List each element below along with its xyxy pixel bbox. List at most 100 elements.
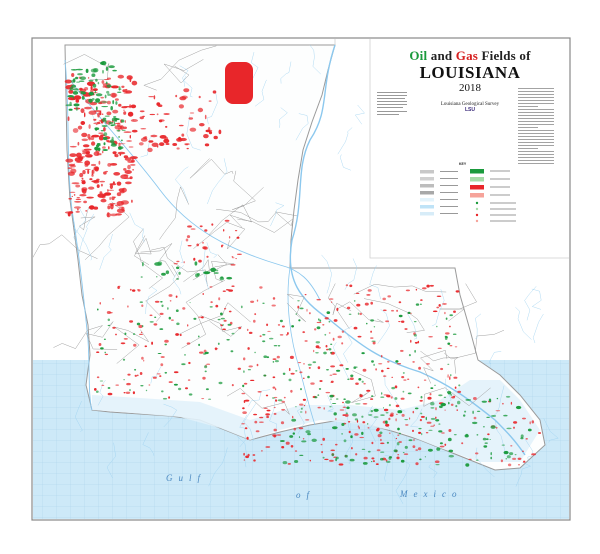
oil-field	[357, 312, 360, 315]
gas-field	[354, 433, 359, 436]
gas-field	[69, 191, 76, 193]
gas-field	[263, 407, 268, 409]
oil-field	[330, 343, 333, 345]
gas-field	[149, 314, 153, 317]
oil-field	[71, 79, 76, 83]
oil-field	[122, 358, 126, 361]
gas-field	[290, 372, 295, 375]
gas-field	[261, 450, 263, 452]
oil-field	[72, 88, 79, 91]
gas-field	[319, 380, 323, 382]
gas-field	[188, 117, 194, 120]
gas-field	[132, 391, 135, 395]
gas-field	[67, 116, 70, 121]
oil-field	[94, 127, 100, 130]
oil-field	[322, 456, 325, 459]
stream	[206, 242, 218, 258]
oil-field	[503, 450, 509, 455]
stream	[202, 249, 209, 290]
gas-field	[107, 163, 112, 167]
gas-field	[98, 135, 104, 141]
gas-field	[401, 376, 405, 379]
oil-field	[118, 136, 121, 138]
gas-field	[277, 324, 281, 326]
gas-field	[131, 159, 135, 163]
oil-field	[184, 354, 186, 356]
gas-field	[276, 434, 282, 436]
gas-field	[254, 420, 258, 424]
gas-field	[159, 119, 163, 123]
parish-boundary	[163, 59, 204, 84]
gas-field	[513, 421, 518, 424]
gas-field	[189, 127, 197, 132]
map-title-state: LOUISIANA	[419, 63, 521, 82]
oil-field	[427, 448, 433, 452]
info-text-line	[518, 118, 554, 119]
oil-field	[176, 322, 180, 326]
sabine-river	[64, 59, 93, 411]
gas-field	[168, 381, 173, 383]
gas-field	[272, 386, 276, 389]
parish-boundary	[63, 54, 110, 81]
oil-field	[373, 363, 375, 366]
oil-field	[262, 333, 266, 336]
legend-swatch	[420, 184, 434, 188]
gas-field	[243, 382, 248, 385]
oil-field	[371, 340, 376, 342]
gas-field	[517, 464, 521, 466]
gas-field	[275, 399, 278, 402]
oil-field	[104, 351, 106, 354]
stream	[145, 286, 158, 315]
gas-field	[303, 377, 305, 379]
gas-field	[314, 328, 317, 331]
gas-field	[433, 424, 436, 427]
gas-field	[412, 361, 415, 363]
gas-field	[138, 324, 143, 329]
gas-field	[81, 138, 89, 142]
gas-field	[412, 410, 415, 414]
oil-field	[242, 384, 245, 388]
gas-field	[82, 144, 90, 148]
oil-field	[88, 79, 94, 82]
gas-field	[214, 348, 219, 350]
gas-field	[272, 434, 277, 437]
oil-field	[99, 380, 104, 382]
gas-field	[130, 104, 137, 109]
oil-field	[222, 324, 224, 326]
stream	[321, 254, 332, 294]
oil-field	[318, 318, 320, 321]
gas-field	[510, 445, 513, 447]
oil-field	[243, 370, 245, 373]
oil-field	[407, 311, 411, 314]
gas-field	[99, 110, 102, 116]
legend-label-line	[490, 186, 510, 188]
gas-field	[64, 79, 72, 84]
oil-field	[193, 317, 197, 320]
legend-well-symbol	[475, 207, 479, 211]
oil-field	[75, 76, 79, 80]
oil-field	[210, 267, 217, 272]
oil-field	[95, 106, 98, 111]
oil-field	[455, 405, 458, 408]
red-river	[69, 79, 321, 301]
gas-field	[537, 432, 542, 434]
oil-field	[436, 325, 438, 328]
gas-field	[89, 178, 93, 181]
gas-field	[273, 428, 277, 432]
stream	[525, 439, 534, 461]
gas-field	[91, 174, 94, 177]
parish-boundary	[286, 293, 307, 323]
gas-field	[434, 460, 440, 464]
oil-field	[430, 407, 435, 409]
oil-field	[413, 321, 417, 323]
oil-field	[300, 388, 302, 391]
gas-field	[208, 100, 212, 102]
oil-field	[315, 341, 320, 344]
gas-field	[253, 413, 258, 416]
gas-field	[143, 359, 145, 362]
gas-field	[253, 459, 256, 462]
gas-field	[349, 377, 354, 381]
gas-field	[371, 457, 375, 460]
gas-field	[394, 385, 398, 389]
gas-field	[242, 407, 245, 410]
